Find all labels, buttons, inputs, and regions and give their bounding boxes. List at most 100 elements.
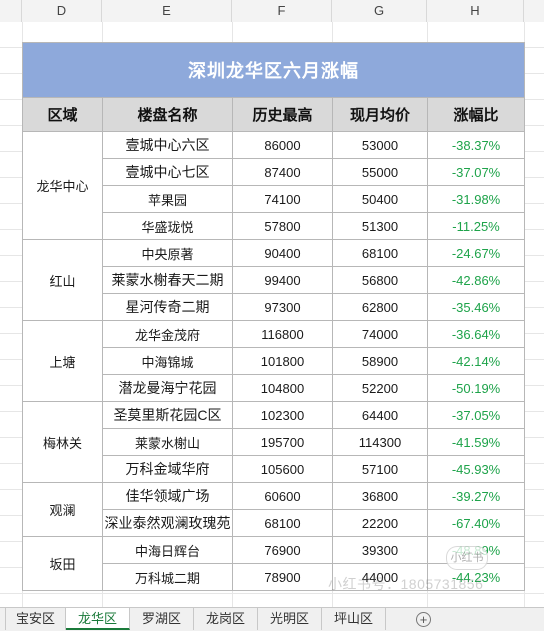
current-average-cell[interactable]: 68100 [332, 239, 428, 267]
change-ratio-cell[interactable]: -36.64% [426, 320, 526, 348]
property-name-cell[interactable]: 华盛珑悦 [102, 212, 233, 240]
historical-high-cell[interactable]: 74100 [232, 185, 333, 213]
region-cell[interactable]: 梅林关 [22, 401, 103, 483]
property-name-cell[interactable]: 壹城中心七区 [102, 158, 233, 186]
historical-high-cell[interactable]: 90400 [232, 239, 333, 267]
add-sheet-icon[interactable]: + [416, 612, 431, 627]
property-name-cell[interactable]: 潜龙曼海宁花园 [102, 374, 233, 402]
current-average-cell[interactable]: 44000 [332, 563, 428, 591]
column-header-h[interactable]: H [427, 0, 524, 22]
historical-high-cell[interactable]: 195700 [232, 428, 333, 456]
header-property-name[interactable]: 楼盘名称 [102, 97, 233, 132]
historical-high-cell[interactable]: 86000 [232, 131, 333, 159]
region-cell[interactable]: 龙华中心 [22, 131, 103, 240]
column-header-e[interactable]: E [102, 0, 232, 22]
column-header-d[interactable]: D [22, 0, 102, 22]
property-name-cell[interactable]: 万科城二期 [102, 563, 233, 591]
change-ratio-cell[interactable]: -31.98% [426, 185, 526, 213]
property-name-cell[interactable]: 深业泰然观澜玫瑰苑 [102, 509, 233, 537]
property-name-cell[interactable]: 莱蒙水榭春天二期 [102, 266, 233, 294]
change-ratio-cell[interactable]: -67.40% [426, 509, 526, 537]
historical-high-cell[interactable]: 60600 [232, 482, 333, 510]
sheet-tab-guangming[interactable]: 光明区 [258, 608, 322, 630]
header-region[interactable]: 区域 [22, 97, 103, 132]
table-title[interactable]: 深圳龙华区六月涨幅 [21, 42, 526, 98]
property-name-cell[interactable]: 中海锦城 [102, 347, 233, 375]
table-row: 莱蒙水榭山 195700 114300 -41.59% [23, 428, 526, 456]
change-ratio-cell[interactable]: -50.19% [426, 374, 526, 402]
sheet-tab-longhua[interactable]: 龙华区 [66, 608, 130, 630]
current-average-cell[interactable]: 55000 [332, 158, 428, 186]
current-average-cell[interactable]: 74000 [332, 320, 428, 348]
historical-high-cell[interactable]: 78900 [232, 563, 333, 591]
header-change-ratio[interactable]: 涨幅比 [426, 97, 526, 132]
property-name-cell[interactable]: 星河传奇二期 [102, 293, 233, 321]
change-ratio-cell[interactable]: -35.46% [426, 293, 526, 321]
sheet-tab-bar: 宝安区 龙华区 罗湖区 龙岗区 光明区 坪山区 + [0, 607, 544, 631]
property-name-cell[interactable]: 佳华领域广场 [102, 482, 233, 510]
historical-high-cell[interactable]: 97300 [232, 293, 333, 321]
current-average-cell[interactable]: 56800 [332, 266, 428, 294]
change-ratio-cell[interactable]: -37.07% [426, 158, 526, 186]
current-average-cell[interactable]: 36800 [332, 482, 428, 510]
change-ratio-cell[interactable]: -42.86% [426, 266, 526, 294]
region-cell[interactable]: 红山 [22, 239, 103, 321]
header-current-average[interactable]: 现月均价 [332, 97, 428, 132]
change-ratio-cell[interactable]: -45.93% [426, 455, 526, 483]
current-average-cell[interactable]: 39300 [332, 536, 428, 564]
historical-high-cell[interactable]: 68100 [232, 509, 333, 537]
historical-high-cell[interactable]: 116800 [232, 320, 333, 348]
property-name-cell[interactable]: 莱蒙水榭山 [102, 428, 233, 456]
current-average-cell[interactable]: 114300 [332, 428, 428, 456]
historical-high-cell[interactable]: 87400 [232, 158, 333, 186]
sheet-tab-longgang[interactable]: 龙岗区 [194, 608, 258, 630]
change-ratio-cell[interactable]: -41.59% [426, 428, 526, 456]
region-cell[interactable]: 坂田 [22, 536, 103, 591]
column-header-g[interactable]: G [332, 0, 427, 22]
change-ratio-cell[interactable]: -24.67% [426, 239, 526, 267]
historical-high-cell[interactable]: 104800 [232, 374, 333, 402]
sheet-tab-baoan[interactable]: 宝安区 [6, 608, 66, 630]
watermark-badge: 小红书 [446, 546, 488, 570]
region-cell[interactable]: 上塘 [22, 320, 103, 402]
sheet-tab-luohu[interactable]: 罗湖区 [130, 608, 194, 630]
region-cell[interactable]: 观澜 [22, 482, 103, 537]
current-average-cell[interactable]: 62800 [332, 293, 428, 321]
table-row: 深业泰然观澜玫瑰苑 68100 22200 -67.40% [23, 509, 526, 537]
current-average-cell[interactable]: 50400 [332, 185, 428, 213]
property-name-cell[interactable]: 中央原著 [102, 239, 233, 267]
sheet-tab-pingshan[interactable]: 坪山区 [322, 608, 386, 630]
table-row: 华盛珑悦 57800 51300 -11.25% [23, 212, 526, 240]
current-average-cell[interactable]: 51300 [332, 212, 428, 240]
current-average-cell[interactable]: 64400 [332, 401, 428, 429]
current-average-cell[interactable]: 22200 [332, 509, 428, 537]
historical-high-cell[interactable]: 105600 [232, 455, 333, 483]
header-historical-high[interactable]: 历史最高 [232, 97, 333, 132]
property-name-cell[interactable]: 龙华金茂府 [102, 320, 233, 348]
column-header-f[interactable]: F [232, 0, 332, 22]
property-name-cell[interactable]: 万科金域华府 [102, 455, 233, 483]
current-average-cell[interactable]: 57100 [332, 455, 428, 483]
historical-high-cell[interactable]: 99400 [232, 266, 333, 294]
current-average-cell[interactable]: 52200 [332, 374, 428, 402]
historical-high-cell[interactable]: 76900 [232, 536, 333, 564]
historical-high-cell[interactable]: 102300 [232, 401, 333, 429]
price-change-table: 深圳龙华区六月涨幅 区域 楼盘名称 历史最高 现月均价 涨幅比 龙华中心 壹城中心… [21, 42, 526, 591]
historical-high-cell[interactable]: 57800 [232, 212, 333, 240]
watermark-text: 小红书号：1805731856 [328, 576, 484, 592]
select-all-corner[interactable] [0, 0, 22, 22]
tab-scroll-left[interactable] [0, 608, 6, 630]
change-ratio-cell[interactable]: -38.37% [426, 131, 526, 159]
column-header-next[interactable] [524, 0, 544, 22]
historical-high-cell[interactable]: 101800 [232, 347, 333, 375]
change-ratio-cell[interactable]: -39.27% [426, 482, 526, 510]
property-name-cell[interactable]: 中海日辉台 [102, 536, 233, 564]
change-ratio-cell[interactable]: -42.14% [426, 347, 526, 375]
property-name-cell[interactable]: 苹果园 [102, 185, 233, 213]
property-name-cell[interactable]: 壹城中心六区 [102, 131, 233, 159]
change-ratio-cell[interactable]: -37.05% [426, 401, 526, 429]
change-ratio-cell[interactable]: -11.25% [426, 212, 526, 240]
current-average-cell[interactable]: 58900 [332, 347, 428, 375]
property-name-cell[interactable]: 圣莫里斯花园C区 [102, 401, 233, 429]
current-average-cell[interactable]: 53000 [332, 131, 428, 159]
